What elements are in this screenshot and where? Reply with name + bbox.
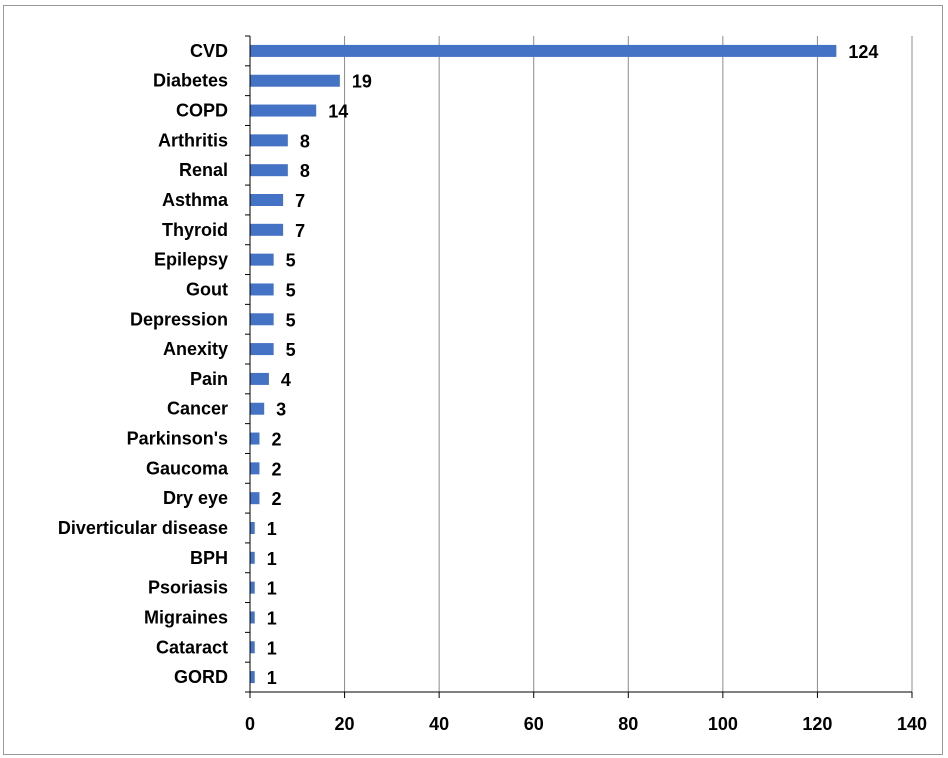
bar [250,581,255,594]
category-label: Gout [186,279,228,299]
x-tick-label: 0 [245,714,255,734]
data-label: 2 [271,459,281,479]
category-label: Anexity [163,339,228,359]
category-label: Asthma [162,190,229,210]
category-label: Arthritis [158,130,228,150]
bar [250,492,260,505]
bar [250,283,274,296]
data-label: 8 [300,131,310,151]
data-label: 5 [286,280,296,300]
data-label: 1 [267,579,277,599]
data-label: 14 [328,102,348,122]
category-labels: CVD Diabetes COPD Arthritis Renal Asthma Thyro… [58,41,229,687]
bar [250,223,284,236]
category-label: BPH [190,548,228,568]
data-label: 5 [286,251,296,271]
category-label: Parkinson's [127,429,228,449]
bar [250,372,269,385]
data-label: 124 [848,42,878,62]
bar [250,522,255,534]
data-label: 8 [300,161,310,181]
bar [250,74,340,87]
category-label: Cancer [167,399,228,419]
bar [250,641,255,654]
data-label: 1 [267,549,277,569]
data-label: 5 [286,310,296,330]
category-label: GORD [174,667,228,687]
category-label: Diabetes [153,71,228,91]
category-label: Diverticular disease [58,518,228,538]
bar [250,432,260,445]
bar [250,611,255,624]
bar [250,253,274,266]
category-label: Pain [190,369,228,389]
category-label: CVD [190,41,228,61]
category-label: Dry eye [163,488,228,508]
category-label: Migraines [144,607,228,627]
category-label: Cataract [156,637,228,657]
category-label: Epilepsy [154,250,228,270]
x-tick-label: 40 [429,714,449,734]
category-label: COPD [176,101,228,121]
x-tick-label: 80 [618,714,638,734]
data-label: 4 [281,370,291,390]
bar [250,44,837,57]
data-label: 2 [271,489,281,509]
data-label: 3 [276,400,286,420]
bar [250,402,265,415]
gridlines [344,36,913,692]
category-label: Renal [179,160,228,180]
chart-frame [3,5,943,755]
x-tick-label: 60 [524,714,544,734]
data-label: 5 [286,340,296,360]
category-label: Psoriasis [148,578,228,598]
bar [250,343,274,356]
x-tick-label: 120 [802,714,832,734]
category-label: Thyroid [162,220,228,240]
bars [250,44,837,684]
data-label: 2 [271,430,281,450]
data-label: 1 [267,638,277,658]
data-label: 1 [267,608,277,628]
bar [250,551,255,564]
bar [250,313,274,326]
bar [250,134,288,147]
bar [250,104,317,117]
data-label: 19 [352,72,372,92]
data-label: 7 [295,221,305,241]
x-tick-label: 20 [335,714,355,734]
data-label: 1 [267,668,277,688]
x-tick-label: 140 [897,714,927,734]
category-label: Depression [130,309,228,329]
bar [250,164,288,177]
x-tick-labels: 0 20 40 60 80 100 120 140 [245,714,927,734]
bar [250,194,284,206]
bar [250,671,255,684]
x-tick-label: 100 [708,714,738,734]
data-label: 7 [295,191,305,211]
data-label: 1 [267,519,277,539]
category-label: Gaucoma [146,458,229,478]
axes [245,35,913,698]
bar [250,462,260,475]
